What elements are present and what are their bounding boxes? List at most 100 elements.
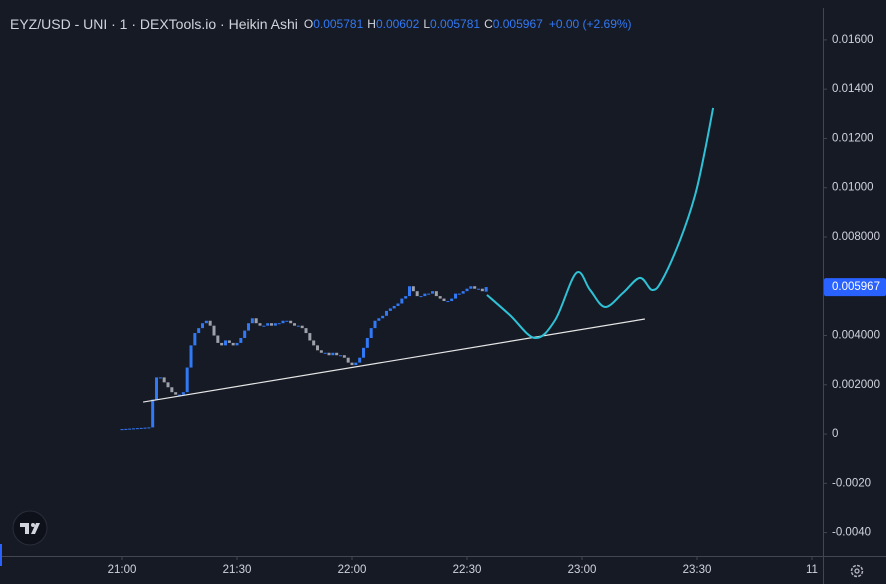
candle xyxy=(442,298,446,302)
header: EYZ/USD - UNI · 1 · DEXTools.io · Heikin… xyxy=(10,16,632,32)
candle xyxy=(484,287,488,292)
candle xyxy=(385,310,389,316)
projection-line xyxy=(486,107,715,339)
candle xyxy=(162,377,166,383)
candle xyxy=(201,323,205,329)
candle xyxy=(158,377,162,379)
ohlc-value: 0.005781 xyxy=(313,17,363,31)
candle xyxy=(231,342,235,346)
candle xyxy=(266,323,270,326)
candle xyxy=(339,355,343,357)
candle xyxy=(400,298,404,304)
candle xyxy=(423,293,427,297)
candle xyxy=(331,352,335,356)
candle xyxy=(480,288,484,292)
y-tick-label: 0.01200 xyxy=(832,132,874,144)
ohlc-value: 0.005967 xyxy=(493,17,543,31)
candle xyxy=(270,323,274,326)
trendline xyxy=(142,318,645,403)
candle xyxy=(289,320,293,324)
candle xyxy=(415,291,419,297)
x-tick-label: 11 xyxy=(806,564,818,576)
x-tick-label: 23:00 xyxy=(568,564,597,576)
candle xyxy=(296,325,300,327)
candle xyxy=(411,286,415,292)
x-tick-label: 22:30 xyxy=(453,564,482,576)
candle xyxy=(457,293,461,295)
settings-icon[interactable] xyxy=(850,564,864,578)
last-price-box xyxy=(824,278,886,297)
candle xyxy=(174,392,178,395)
candle xyxy=(155,377,159,400)
candle xyxy=(427,293,431,295)
candle xyxy=(446,301,450,303)
candle xyxy=(404,296,408,299)
ohlc-key: O xyxy=(304,17,313,31)
candle xyxy=(212,325,216,336)
candle xyxy=(262,325,266,327)
candle xyxy=(124,428,128,430)
ohlc-key: L xyxy=(423,17,430,31)
candle xyxy=(185,367,189,393)
x-tick-label: 22:00 xyxy=(338,564,367,576)
candle xyxy=(281,320,285,324)
candle xyxy=(419,296,423,298)
candle xyxy=(388,308,392,311)
candle xyxy=(227,340,231,343)
y-tick-label: 0.01000 xyxy=(832,182,874,194)
candle xyxy=(408,286,412,297)
candle xyxy=(151,399,155,428)
candle xyxy=(323,352,327,354)
candle xyxy=(350,362,354,366)
candle xyxy=(312,340,316,346)
x-tick-label: 21:30 xyxy=(223,564,252,576)
candle xyxy=(139,427,143,429)
y-tick-label: 0.002000 xyxy=(832,379,880,391)
candle xyxy=(342,355,346,358)
y-tick-label: 0.01600 xyxy=(832,34,874,46)
y-tick-label: -0.0040 xyxy=(832,527,871,539)
candle xyxy=(454,293,458,299)
candle xyxy=(477,288,481,290)
candle xyxy=(208,320,212,326)
candle xyxy=(243,330,247,338)
ohlc-key: H xyxy=(367,17,376,31)
candle xyxy=(365,337,369,348)
candle xyxy=(181,392,185,395)
candle xyxy=(450,298,454,302)
y-tick-label: 0.008000 xyxy=(832,231,880,243)
candle xyxy=(247,323,251,331)
gear-inner xyxy=(854,568,860,574)
tv-logo[interactable] xyxy=(12,510,48,546)
logo-mark xyxy=(20,523,40,534)
logo-dot xyxy=(31,523,35,527)
candle xyxy=(285,320,289,322)
gear-outer[interactable] xyxy=(850,564,864,578)
candle xyxy=(128,428,132,430)
candle xyxy=(220,342,224,346)
candle xyxy=(304,328,308,334)
candle xyxy=(178,394,182,396)
candle xyxy=(434,291,438,297)
x-tick-label: 21:00 xyxy=(108,564,137,576)
candle xyxy=(258,323,262,326)
candle xyxy=(239,337,243,343)
y-tick-label: 0.004000 xyxy=(832,330,880,342)
logo-circle[interactable] xyxy=(12,510,48,546)
candle xyxy=(461,291,465,294)
candle xyxy=(135,428,139,430)
candle xyxy=(273,323,277,326)
candle xyxy=(319,350,323,353)
candle xyxy=(166,382,170,388)
candle xyxy=(308,333,312,341)
candle xyxy=(143,427,147,429)
candle xyxy=(132,428,136,430)
x-tick-label: 23:30 xyxy=(683,564,712,576)
candle xyxy=(431,291,435,294)
candle xyxy=(381,315,385,319)
candle xyxy=(377,318,381,321)
candle xyxy=(362,347,366,358)
candle xyxy=(358,357,362,363)
